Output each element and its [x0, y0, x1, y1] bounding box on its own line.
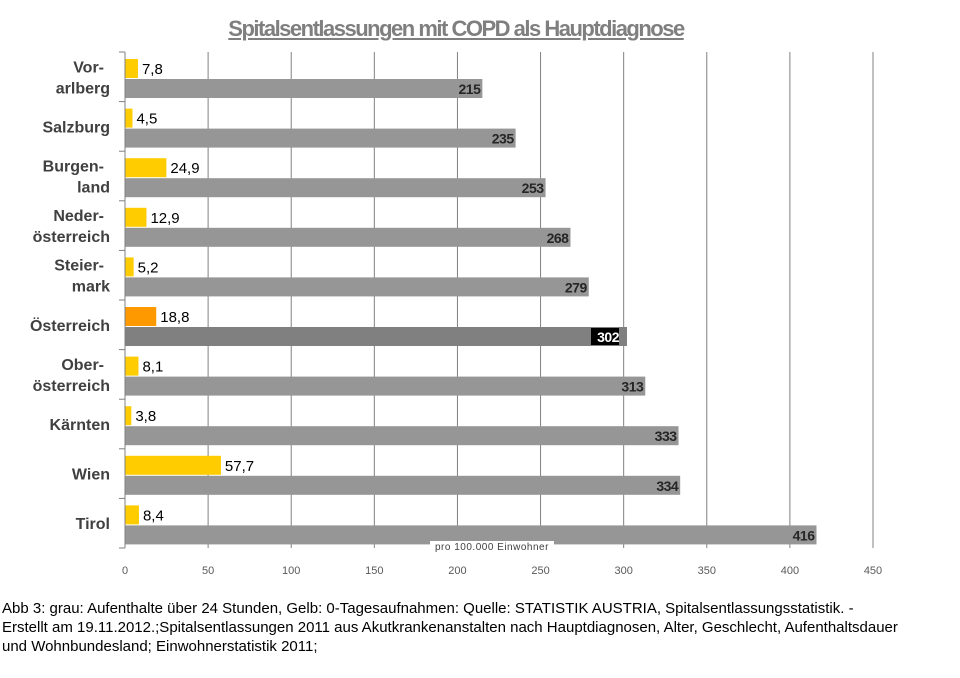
category-label: österreich: [33, 378, 110, 395]
category-label: Österreich: [30, 316, 110, 335]
category-label: Ober-: [61, 357, 104, 374]
x-tick-label: 250: [531, 565, 549, 577]
x-tick-label: 0: [122, 565, 128, 577]
x-tick-label: 400: [781, 565, 799, 577]
category-label: Tirol: [76, 516, 110, 533]
x-axis: 0 50 100 150 200 250 300 350 400 450: [119, 51, 882, 577]
bar-0-tagesaufnahmen: [125, 108, 133, 128]
category-label: Neder-: [53, 208, 104, 225]
bar-value-label: 57,7: [225, 458, 254, 475]
bar-value-label: 416: [793, 527, 816, 543]
bar-aufenthalte-ueber-24h: [125, 227, 571, 247]
bar-value-label: 235: [492, 131, 515, 147]
bar-value-label: 24,9: [170, 160, 199, 177]
bar-value-label: 253: [522, 180, 545, 196]
bar-aufenthalte-ueber-24h: [125, 79, 483, 98]
bar-0-tagesaufnahmen: [125, 505, 139, 525]
bar-0-tagesaufnahmen: [125, 257, 134, 277]
value-label-background: [590, 328, 619, 345]
bar-value-label: 302: [597, 329, 620, 345]
bar-value-label: 3,8: [135, 408, 156, 425]
category-label: österreich: [33, 229, 110, 246]
bar-aufenthalte-ueber-24h: [125, 475, 681, 495]
bar-aufenthalte-ueber-24h: [125, 128, 516, 148]
bar-value-label: 268: [547, 230, 570, 246]
category-label: Wien: [72, 467, 110, 484]
bar-0-tagesaufnahmen: [125, 356, 139, 376]
category-label: Steier-: [54, 258, 104, 275]
x-tick-label: 200: [448, 565, 466, 577]
bar-value-label: 4,5: [136, 111, 157, 128]
bar-value-label: 8,4: [143, 507, 164, 524]
bar-value-label: 333: [655, 428, 678, 444]
category-label: Salzburg: [42, 119, 110, 136]
bar-value-label: 12,9: [150, 210, 179, 227]
bar-aufenthalte-ueber-24h: [125, 525, 817, 545]
chart-title: Spitalsentlassungen mit COPD als Hauptdi…: [228, 16, 685, 41]
bar-aufenthalte-ueber-24h: [125, 178, 546, 198]
gridlines: [207, 52, 874, 548]
bar-aufenthalte-ueber-24h: [125, 426, 679, 446]
bar-value-label: 279: [565, 279, 588, 295]
figure-footnote: Abb 3: grau: Aufenthalte über 24 Stunden…: [2, 600, 898, 655]
category-label: mark: [72, 279, 110, 296]
bar-value-label: 313: [621, 379, 644, 395]
bar-0-tagesaufnahmen: [125, 455, 221, 475]
category-label: arlberg: [56, 80, 110, 97]
bar-value-label: 18,8: [160, 309, 189, 326]
category-label: Vor-: [73, 59, 104, 76]
bar-value-label: 5,2: [138, 259, 159, 276]
x-tick-label: 450: [864, 565, 882, 577]
bar-chart: 7,8 215 Vor-arlberg 4,5 235 Salzburg 24,9 253 Bu…: [30, 51, 882, 577]
bar-aufenthalte-ueber-24h: [125, 376, 646, 396]
x-tick-label: 50: [202, 565, 214, 577]
bar-0-tagesaufnahmen: [125, 158, 167, 178]
x-tick-label: 150: [365, 565, 383, 577]
bar-value-label: 215: [459, 81, 482, 97]
bar-0-tagesaufnahmen: [125, 406, 132, 426]
category-label: Kärnten: [50, 417, 110, 434]
x-tick-label: 100: [282, 565, 300, 577]
bar-0-tagesaufnahmen: [125, 307, 157, 326]
bar-value-label: 7,8: [142, 61, 163, 78]
x-tick-label: 300: [614, 565, 632, 577]
labels: 7,8 215 Vor-arlberg 4,5 235 Salzburg 24,9 253 Bu…: [30, 59, 816, 543]
bar-0-tagesaufnahmen: [125, 59, 138, 78]
bar-value-label: 334: [656, 478, 679, 494]
bars: [125, 59, 817, 545]
category-label: Burgen-: [43, 159, 104, 176]
bar-value-label: 8,1: [142, 359, 163, 376]
x-tick-label: 350: [698, 565, 716, 577]
bar-aufenthalte-ueber-24h: [125, 327, 627, 346]
bar-0-tagesaufnahmen: [125, 207, 147, 227]
category-label: land: [77, 180, 110, 197]
bar-aufenthalte-ueber-24h: [125, 277, 589, 297]
x-axis-unit-label: pro 100.000 Einwohner: [430, 541, 554, 555]
